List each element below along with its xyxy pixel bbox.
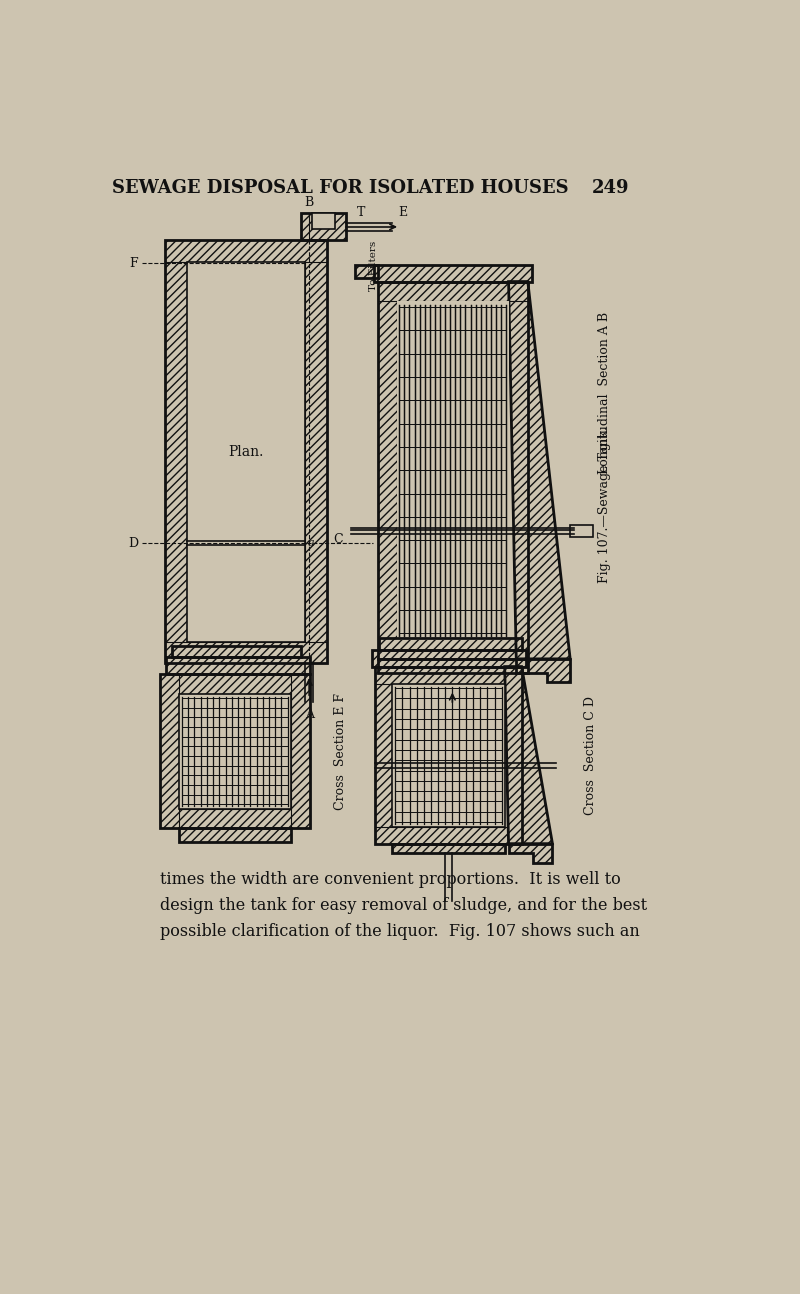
Bar [375,666,522,844]
Bar [379,638,522,650]
Bar [166,657,310,674]
Bar [374,264,532,282]
Bar [179,828,290,842]
Polygon shape [505,666,553,844]
Bar [165,239,186,664]
Bar [179,828,290,842]
Bar [186,261,306,642]
Polygon shape [516,659,570,682]
Text: F: F [130,256,138,269]
Bar [378,659,528,673]
Bar [165,239,327,664]
Text: times the width are convenient proportions.  It is well to
design the tank for e: times the width are convenient proportio… [160,871,647,939]
Bar [312,214,335,229]
Bar [378,282,397,659]
Text: D: D [128,537,138,550]
Bar [375,827,522,844]
Text: Fig. 107.—Sewage Tank.: Fig. 107.—Sewage Tank. [598,427,611,584]
Bar [160,674,179,828]
Bar [570,525,594,537]
Bar [354,264,378,278]
Bar [371,650,526,666]
Bar [172,646,301,657]
Bar [290,674,310,828]
Text: T: T [358,206,366,219]
Bar [378,282,528,300]
Bar [165,642,327,664]
Bar [302,214,346,239]
Bar [375,666,392,844]
Polygon shape [509,844,553,863]
Bar [354,264,378,278]
Bar [165,239,327,261]
Bar [375,666,522,683]
Bar [397,300,509,639]
Bar [379,638,522,650]
Bar [302,214,346,239]
Text: B: B [305,197,314,210]
Bar [306,239,327,664]
Text: 249: 249 [591,179,629,197]
Text: SEWAGE DISPOSAL FOR ISOLATED HOUSES: SEWAGE DISPOSAL FOR ISOLATED HOUSES [112,179,569,197]
Text: Plan.: Plan. [228,445,264,459]
Bar [378,282,528,659]
Bar [374,264,532,282]
Text: A: A [305,708,314,721]
Bar [179,694,290,809]
Bar [172,646,301,657]
Text: Longitudinal  Section A B: Longitudinal Section A B [598,312,611,475]
Text: C: C [333,533,342,546]
Bar [166,657,310,674]
Bar [392,683,505,827]
Bar [160,674,310,828]
Bar [160,809,310,828]
Text: Cross  Section E F: Cross Section E F [334,692,347,810]
Bar [371,650,526,666]
Bar [392,844,505,853]
Polygon shape [509,282,570,659]
Text: a: a [307,538,314,549]
Bar [392,844,505,853]
Bar [378,659,528,673]
Text: Cross  Section C D: Cross Section C D [585,696,598,815]
Text: To Filters: To Filters [369,241,378,291]
Text: E: E [398,206,407,219]
Bar [160,674,310,694]
